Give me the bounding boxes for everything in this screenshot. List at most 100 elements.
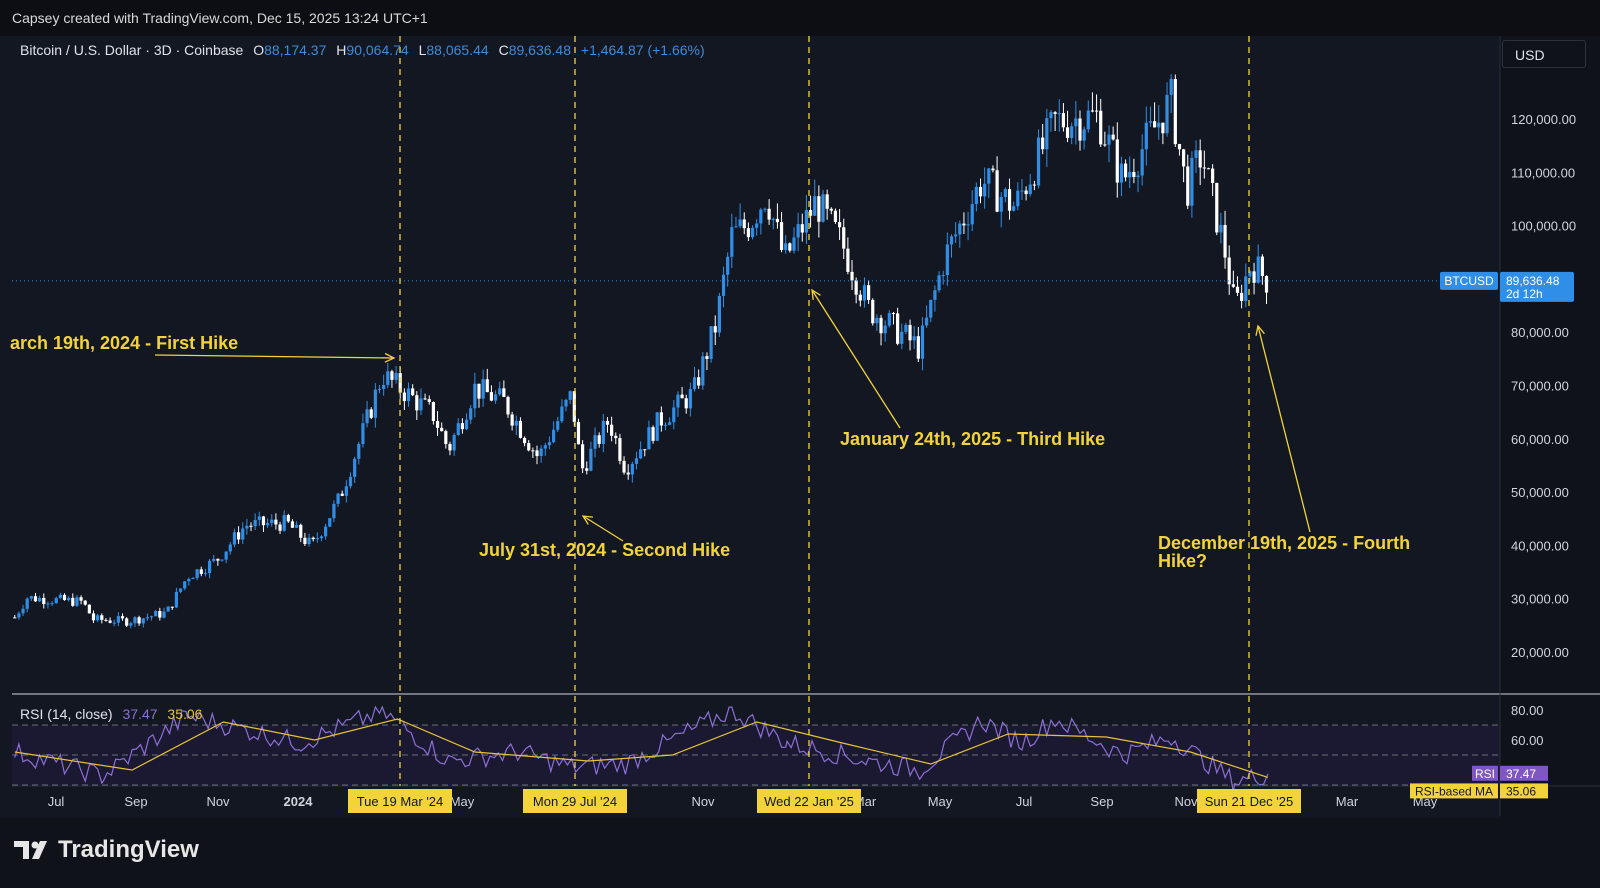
candle-body — [958, 223, 962, 235]
candle-body — [813, 196, 817, 216]
candle-body — [705, 356, 709, 359]
candle-body — [1194, 150, 1198, 158]
candle-body — [232, 532, 237, 545]
candle-body — [1157, 122, 1161, 128]
candle-body — [141, 618, 145, 624]
candle-body — [502, 388, 506, 397]
price-tick-label: 100,000.00 — [1511, 219, 1576, 234]
price-tick-label: 120,000.00 — [1511, 112, 1576, 127]
candle-body — [1148, 121, 1153, 123]
candle-body — [721, 274, 726, 296]
candle-body — [518, 420, 523, 438]
candle-body — [1173, 78, 1177, 145]
candle-body — [402, 392, 406, 402]
candle-body — [568, 391, 572, 400]
tradingview-logo[interactable]: TradingView — [14, 836, 199, 864]
candle-body — [970, 204, 974, 225]
candle-body — [726, 256, 730, 275]
candle-body — [361, 423, 365, 444]
candle-body — [261, 516, 266, 526]
time-tick-label: May — [928, 794, 953, 809]
candle-body — [444, 431, 448, 444]
candle-body — [605, 420, 610, 425]
candle-body — [684, 398, 688, 409]
candle-body — [800, 224, 804, 233]
candle-body — [539, 448, 543, 457]
candle-body — [610, 424, 614, 436]
candle-body — [1260, 256, 1264, 277]
candle-body — [763, 208, 767, 210]
candle-body — [639, 449, 643, 459]
candle-body — [203, 573, 208, 575]
candle-body — [257, 516, 261, 520]
candle-body — [469, 408, 473, 420]
candle-body — [887, 313, 891, 326]
candle-body — [510, 414, 514, 426]
price-tick-label: 40,000.00 — [1511, 538, 1569, 553]
candle-body — [949, 236, 954, 245]
rsi-tag-value-bg — [1500, 765, 1548, 781]
candle-body — [1111, 134, 1115, 140]
candle-body — [199, 569, 203, 574]
candle-body — [543, 445, 547, 449]
candle-body — [941, 275, 945, 277]
price-tag-value: 89,636.48 — [1506, 274, 1560, 288]
candle-body — [440, 427, 444, 432]
candle-body — [207, 560, 212, 574]
candle-body — [83, 600, 87, 605]
candle-body — [1103, 144, 1107, 146]
candle-body — [58, 594, 62, 599]
close-value: 89,636.48 — [508, 42, 571, 58]
price-tag-symbol: BTCUSD — [1444, 274, 1494, 288]
candle-body — [1016, 190, 1020, 207]
time-tick-label: Nov — [206, 794, 230, 809]
event-date-label-bg — [348, 789, 452, 813]
candle-body — [377, 388, 382, 390]
btc-chart[interactable]: 120,000.00110,000.00100,000.0090,000.008… — [0, 0, 1600, 818]
candle-body — [170, 606, 174, 608]
candle-body — [120, 616, 125, 619]
candle-body — [1136, 175, 1140, 178]
open-value: 88,174.37 — [264, 42, 327, 58]
candle-body — [270, 519, 274, 524]
candle-body — [688, 389, 692, 409]
candle-body — [1206, 168, 1211, 170]
event-date-label: Mon 29 Jul '24 — [533, 794, 617, 809]
candle-body — [1132, 171, 1136, 178]
candle-body — [634, 458, 639, 464]
candle-body — [1182, 149, 1186, 167]
price-tag-symbol-bg — [1440, 271, 1498, 290]
candle-body — [265, 523, 270, 526]
candle-body — [593, 435, 597, 449]
candle-body — [875, 317, 879, 324]
event-date-label-bg — [523, 789, 627, 813]
candle-body — [1012, 206, 1016, 211]
rsi-tick-label: 60.00 — [1511, 733, 1544, 748]
tradingview-logo-icon — [14, 838, 52, 862]
candle-body — [91, 613, 96, 621]
candle-body — [1041, 137, 1045, 150]
candle-body — [701, 356, 705, 386]
currency-button[interactable]: USD — [1502, 40, 1586, 68]
candle-body — [746, 228, 751, 238]
candle-body — [340, 493, 344, 496]
candle-body — [999, 197, 1003, 212]
candle-body — [25, 598, 29, 609]
candle-body — [71, 597, 75, 606]
candle-body — [966, 224, 970, 226]
time-tick-label: Nov — [691, 794, 715, 809]
candle-body — [87, 604, 91, 614]
candle-body — [415, 395, 419, 411]
credit-text: Capsey created with TradingView.com, Dec… — [12, 10, 428, 26]
candle-body — [224, 551, 228, 560]
candle-body — [489, 392, 494, 401]
candle-body — [1152, 121, 1157, 128]
candle-body — [597, 435, 601, 444]
candle-body — [100, 615, 104, 620]
candle-body — [871, 299, 875, 324]
candle-body — [498, 388, 502, 395]
candle-body — [1020, 190, 1024, 192]
candle-body — [394, 373, 398, 380]
candle-body — [1045, 118, 1049, 150]
candle-body — [929, 299, 933, 318]
